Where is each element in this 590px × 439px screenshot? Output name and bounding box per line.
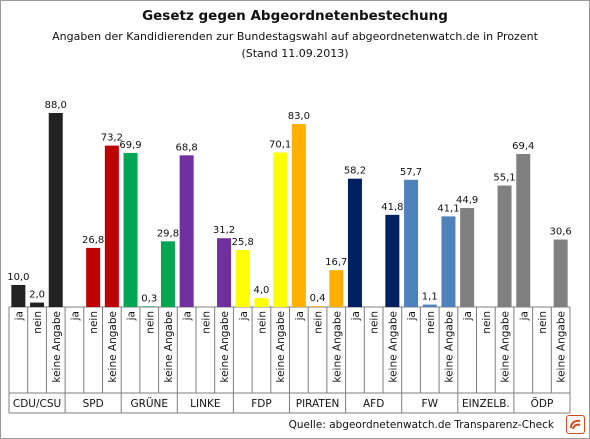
response-tick-label: keine Angabe — [556, 311, 568, 383]
bar-value-label: 10,0 — [7, 272, 29, 283]
bar-value-label: 73,2 — [101, 133, 123, 144]
response-tick-label: nein — [88, 311, 100, 334]
response-tick-label: ja — [350, 311, 362, 321]
bar-value-label: 69,4 — [512, 141, 534, 152]
bar-value-label: 44,9 — [456, 195, 478, 206]
party-tick-label: LINKE — [190, 398, 220, 410]
bar-value-label: 1,1 — [422, 292, 438, 303]
bar-value-label: 70,1 — [269, 139, 291, 150]
bar — [142, 306, 157, 307]
response-tick-label: keine Angabe — [500, 311, 512, 383]
bar-value-label: 16,7 — [325, 257, 347, 268]
party-tick-label: AFD — [363, 398, 384, 410]
bar — [460, 208, 475, 307]
response-tick-label: keine Angabe — [219, 311, 231, 383]
bar-value-label: 0,3 — [141, 293, 157, 304]
response-tick-label: keine Angabe — [275, 311, 287, 383]
bar-value-label: 68,8 — [176, 142, 198, 153]
bar — [123, 152, 138, 307]
bar-value-label: 31,2 — [213, 225, 235, 236]
bar — [347, 178, 362, 307]
response-tick-label: nein — [32, 311, 44, 334]
bar — [254, 298, 269, 307]
response-tick-label: ja — [238, 311, 250, 321]
bar — [422, 304, 437, 307]
bar — [553, 239, 568, 307]
response-tick-label: ja — [518, 311, 530, 321]
party-tick-label: SPD — [83, 398, 104, 410]
source-note: Quelle: abgeordnetenwatch.de Transparenz… — [288, 419, 554, 431]
bar-value-label: 88,0 — [45, 100, 67, 111]
response-tick-label: nein — [144, 311, 156, 334]
bar-value-label: 83,0 — [288, 111, 310, 122]
response-tick-label: nein — [425, 311, 437, 334]
response-tick-label: nein — [200, 311, 212, 334]
chart-title: Gesetz gegen Abgeordnetenbestechung — [142, 8, 448, 24]
bar — [404, 179, 419, 307]
bar — [86, 247, 101, 307]
response-tick-label: keine Angabe — [387, 311, 399, 383]
bar — [385, 214, 400, 307]
bar — [441, 216, 456, 307]
bar — [235, 250, 250, 307]
bar-value-label: 41,1 — [437, 203, 459, 214]
bar — [329, 270, 344, 307]
response-tick-label: ja — [294, 311, 306, 321]
response-tick-label: ja — [462, 311, 474, 321]
bar-value-label: 26,8 — [82, 235, 104, 246]
response-tick-label: keine Angabe — [107, 311, 119, 383]
bar-value-label: 2,0 — [29, 290, 45, 301]
response-tick-label: ja — [126, 311, 138, 321]
response-tick-label: keine Angabe — [443, 311, 455, 383]
bar — [310, 306, 325, 307]
bar-value-label: 25,8 — [232, 237, 254, 248]
party-tick-label: FW — [422, 398, 439, 410]
bar-value-label: 41,8 — [381, 202, 403, 213]
party-tick-label: EINZELB. — [462, 398, 510, 410]
bar — [48, 113, 63, 307]
chart-subtitle: Angaben der Kandidierenden zur Bundestag… — [52, 30, 538, 43]
bar-value-label: 69,9 — [119, 140, 141, 151]
bar — [217, 238, 232, 307]
bar-value-label: 29,8 — [157, 228, 179, 239]
bar — [160, 241, 175, 307]
response-tick-label: ja — [182, 311, 194, 321]
chart-date: (Stand 11.09.2013) — [241, 47, 349, 60]
party-tick-label: ÖDP — [531, 397, 554, 410]
party-tick-label: CDU/CSU — [13, 398, 61, 410]
response-tick-label: keine Angabe — [163, 311, 175, 383]
bar-value-label: 57,7 — [400, 167, 422, 178]
bar-value-label: 30,6 — [550, 227, 572, 238]
response-tick-label: nein — [537, 311, 549, 334]
bar-value-label: 58,2 — [344, 166, 366, 177]
response-tick-label: nein — [369, 311, 381, 334]
party-tick-label: GRÜNE — [130, 397, 168, 410]
party-tick-label: FDP — [251, 398, 271, 410]
bar — [497, 185, 512, 307]
response-tick-label: keine Angabe — [51, 311, 63, 383]
response-tick-label: nein — [256, 311, 268, 334]
bar-value-label: 4,0 — [253, 285, 269, 296]
response-tick-label: ja — [69, 311, 81, 321]
response-tick-label: nein — [313, 311, 325, 334]
response-tick-label: ja — [406, 311, 418, 321]
bar-value-label: 55,1 — [493, 173, 515, 184]
party-tick-label: PIRATEN — [296, 398, 340, 410]
abgeordnetenwatch-logo-icon — [566, 415, 585, 434]
bar-value-label: 0,4 — [310, 293, 326, 304]
bar — [291, 124, 306, 307]
response-tick-label: keine Angabe — [331, 311, 343, 383]
response-tick-label: nein — [481, 311, 493, 334]
bar — [179, 155, 194, 307]
response-tick-label: ja — [13, 311, 25, 321]
bar — [11, 284, 26, 307]
bar — [516, 154, 531, 307]
bar — [30, 302, 45, 307]
bar — [273, 152, 288, 307]
bar — [104, 145, 119, 307]
